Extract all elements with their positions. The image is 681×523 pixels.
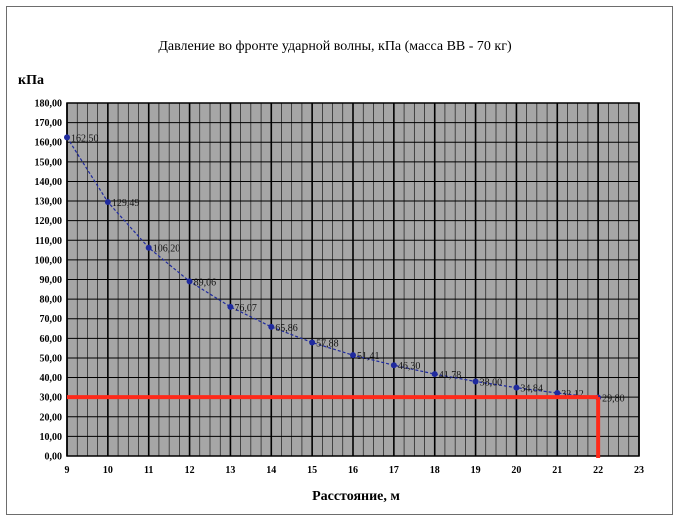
x-tick-label: 12 xyxy=(185,465,195,476)
x-tick-label: 22 xyxy=(593,465,603,476)
data-label: 57,88 xyxy=(316,338,339,349)
y-tick-label: 140,00 xyxy=(35,177,63,188)
y-tick-label: 110,00 xyxy=(35,236,62,247)
data-point xyxy=(227,303,234,310)
data-point xyxy=(350,352,356,359)
y-tick-label: 20,00 xyxy=(40,412,63,423)
x-tick-label: 17 xyxy=(389,465,399,476)
x-axis-label: Расстояние, м xyxy=(312,489,400,504)
y-tick-label: 170,00 xyxy=(35,118,63,129)
data-point xyxy=(186,278,193,285)
data-label: 32,12 xyxy=(561,389,584,400)
data-label: 162,50 xyxy=(71,133,99,144)
data-label: 29,80 xyxy=(602,394,625,405)
data-point xyxy=(472,378,479,385)
data-label: 89,06 xyxy=(194,277,217,288)
y-tick-label: 60,00 xyxy=(40,334,63,345)
y-tick-label: 120,00 xyxy=(35,216,63,227)
x-tick-labels: 9 10 11 12 13 14 15 16 17 18 19 20 21 22 23 xyxy=(65,465,645,476)
data-point xyxy=(64,134,70,141)
x-tick-label: 9 xyxy=(65,465,70,476)
y-tick-label: 100,00 xyxy=(35,255,63,266)
data-point xyxy=(145,244,152,251)
y-tick-label: 10,00 xyxy=(40,432,63,443)
x-tick-label: 10 xyxy=(103,465,113,476)
y-tick-labels: 0,00 10,00 20,00 30,00 40,00 50,00 60,00 70,00 8… xyxy=(35,99,63,463)
x-tick-label: 21 xyxy=(552,465,562,476)
data-series: 162,50 129,49 106,20 89,06 76,07 65,86 57,88 51… xyxy=(64,133,625,405)
x-tick-label: 15 xyxy=(307,465,317,476)
data-point xyxy=(513,384,520,391)
data-point xyxy=(104,199,111,206)
data-label: 65,86 xyxy=(275,323,298,334)
y-tick-label: 40,00 xyxy=(40,373,63,384)
y-tick-label: 180,00 xyxy=(35,99,63,110)
data-label: 106,20 xyxy=(153,244,181,255)
data-point xyxy=(390,362,397,369)
data-label: 129,49 xyxy=(112,198,140,209)
y-tick-label: 50,00 xyxy=(40,353,63,364)
x-tick-label: 19 xyxy=(471,465,481,476)
data-label: 38,00 xyxy=(480,377,503,388)
x-tick-label: 14 xyxy=(266,465,276,476)
data-label: 46,30 xyxy=(398,361,421,372)
y-tick-label: 30,00 xyxy=(40,393,63,404)
x-tick-label: 16 xyxy=(348,465,358,476)
y-axis-label: кПа xyxy=(18,73,44,88)
data-point xyxy=(431,371,438,378)
x-tick-label: 23 xyxy=(634,465,644,476)
data-point xyxy=(554,390,561,397)
data-point xyxy=(309,339,316,346)
data-label: 34,84 xyxy=(520,384,543,395)
x-tick-label: 20 xyxy=(511,465,521,476)
y-tick-label: 150,00 xyxy=(35,157,63,168)
x-tick-label: 18 xyxy=(430,465,440,476)
data-label: 51,41 xyxy=(357,351,380,362)
y-tick-label: 130,00 xyxy=(35,197,63,208)
y-tick-label: 0,00 xyxy=(45,452,63,463)
data-point xyxy=(268,323,275,330)
y-tick-label: 80,00 xyxy=(40,295,63,306)
y-tick-label: 70,00 xyxy=(40,314,63,325)
y-tick-label: 90,00 xyxy=(40,275,63,286)
chart-title: Давление во фронте ударной волны, кПа (м… xyxy=(158,39,512,54)
series-line xyxy=(66,136,599,399)
data-label: 76,07 xyxy=(234,303,257,314)
reference-lines xyxy=(67,395,601,458)
x-tick-label: 13 xyxy=(225,465,235,476)
x-tick-label: 11 xyxy=(144,465,153,476)
data-label: 41,78 xyxy=(439,370,462,381)
y-tick-label: 160,00 xyxy=(35,138,63,149)
